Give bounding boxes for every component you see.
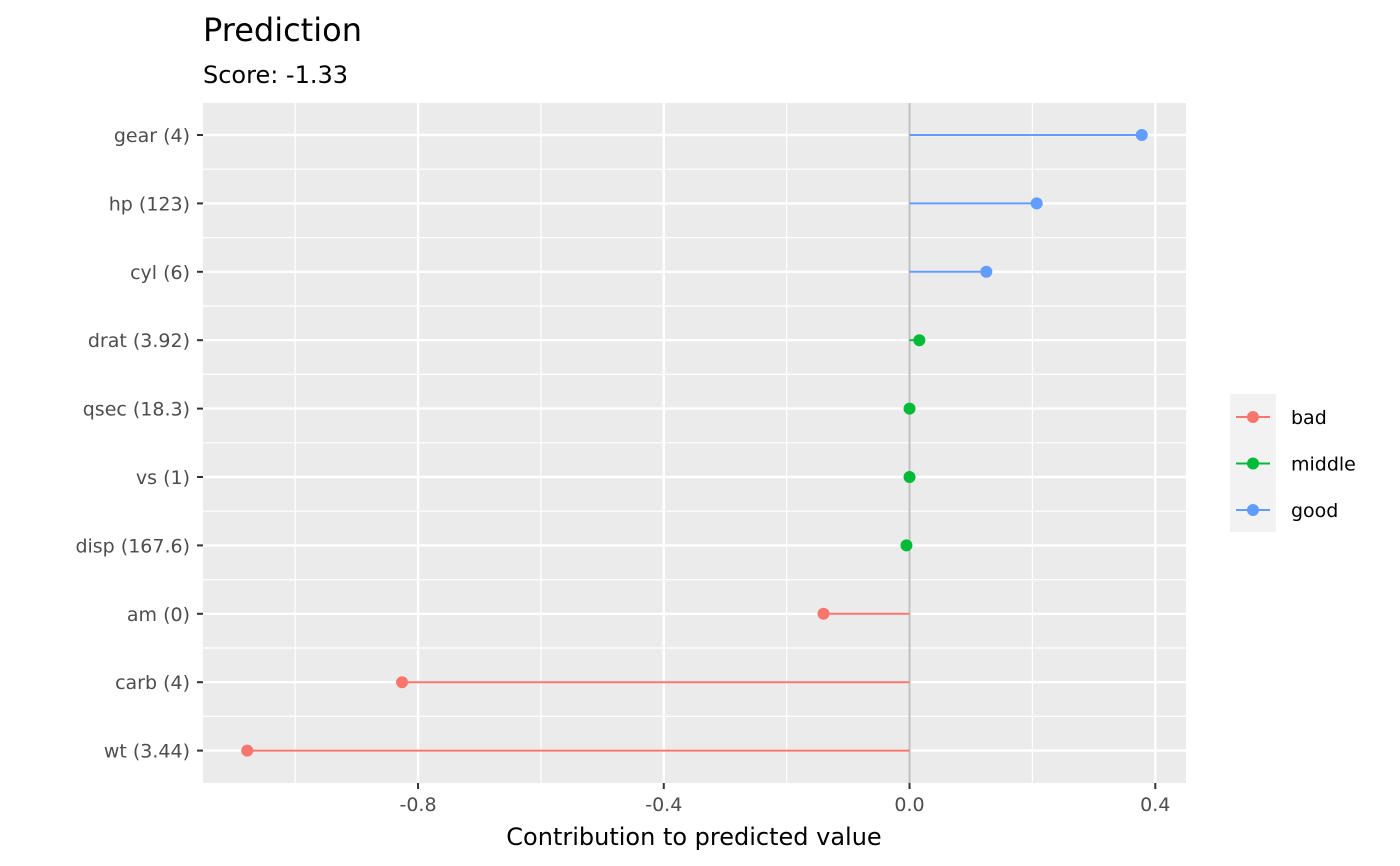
y-tick-label: gear (4) [114,125,190,147]
legend-label: middle [1291,454,1356,476]
x-tick-label: -0.4 [645,794,682,816]
y-tick-label: vs (1) [136,467,190,489]
x-axis-title: Contribution to predicted value [506,823,881,851]
lollipop-point [241,744,254,757]
data-marks [241,103,1148,783]
legend-key-point [1247,411,1259,423]
legend-label: good [1291,500,1338,522]
x-axis: -0.8 -0.4 0.0 0.4 [399,783,1170,816]
lollipop-point [980,265,993,278]
lollipop-point [1030,197,1043,210]
y-tick-label: am (0) [127,604,190,626]
chart-subtitle: Score: -1.33 [203,61,348,89]
lollipop-point [900,539,913,552]
x-tick-label: 0.0 [894,794,924,816]
y-tick-label: cyl (6) [130,262,190,284]
y-tick-label: hp (123) [109,193,190,215]
lollipop-point [817,607,830,620]
legend-key-point [1247,504,1259,516]
lollipop-point [913,334,926,347]
legend: bad middle good [1230,394,1356,532]
y-tick-label: carb (4) [115,672,190,694]
x-tick-label: -0.8 [399,794,436,816]
legend-key-point [1247,457,1259,470]
lollipop-point [1135,129,1148,141]
x-tick-label: 0.4 [1140,794,1170,816]
y-tick-label: disp (167.6) [75,535,190,557]
chart-title: Prediction [203,11,362,49]
y-tick-label: qsec (18.3) [83,399,190,421]
lollipop-point [903,471,916,483]
lollipop-point [396,676,409,689]
y-tick-label: drat (3.92) [88,330,190,352]
y-tick-label: wt (3.44) [104,741,190,763]
y-axis: gear (4) hp (123) cyl (6) drat (3.92) qsec (… [75,125,203,763]
legend-label: bad [1291,407,1327,429]
lollipop-point [903,402,916,415]
